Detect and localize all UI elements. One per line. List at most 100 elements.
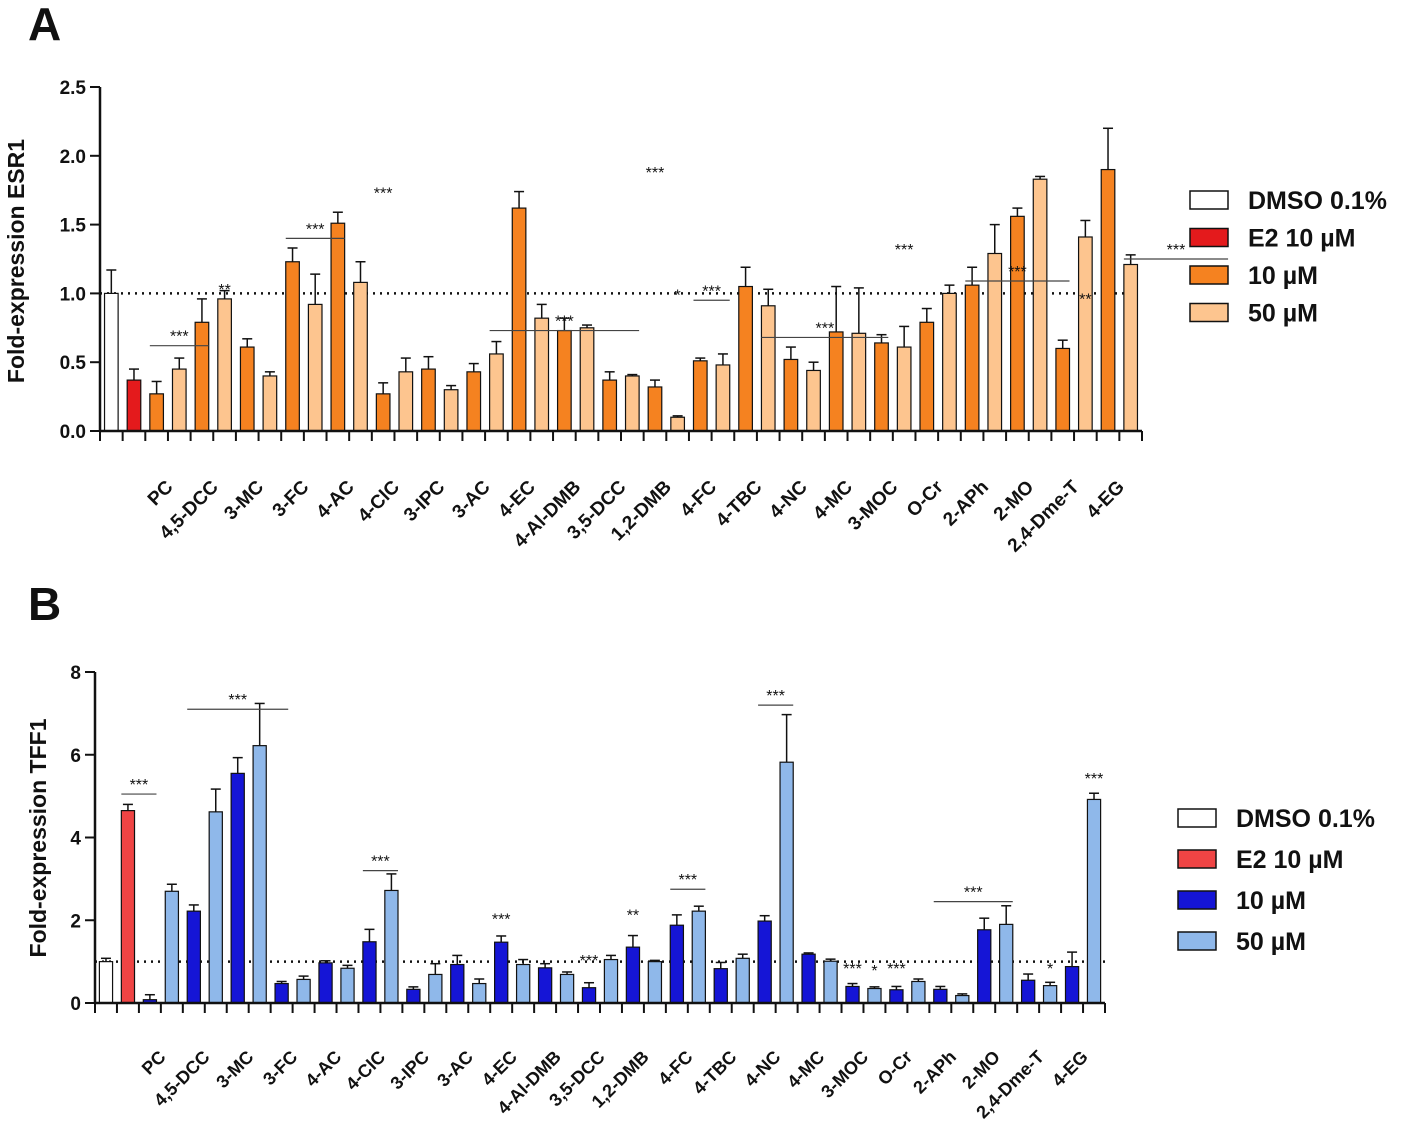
significance-marker: ***: [766, 688, 785, 705]
bar: [602, 379, 618, 432]
bar: [670, 416, 686, 432]
legend-swatch: [1177, 890, 1217, 910]
bar: [806, 369, 821, 432]
bar: [987, 252, 1003, 432]
bar: [783, 358, 799, 432]
legend-label: 10 µM: [1248, 262, 1318, 290]
legend-swatch: [1189, 265, 1229, 285]
bar: [760, 305, 776, 432]
panel-b: B Fold-expression TFF1 02468PC4,5-DCC3-M…: [25, 578, 1375, 1122]
significance-marker: ***: [580, 953, 599, 970]
bar: [318, 962, 333, 1004]
bar: [889, 989, 904, 1004]
bar: [375, 393, 391, 432]
panel-label-a: A: [28, 0, 61, 50]
bar: [647, 386, 663, 432]
significance-marker: **: [627, 907, 639, 924]
bar: [624, 375, 640, 432]
y-tick-label: 8: [70, 663, 81, 684]
bar: [896, 346, 912, 432]
bar: [919, 321, 935, 432]
bar: [164, 890, 180, 1004]
bar: [466, 371, 482, 432]
bar: [1064, 965, 1080, 1004]
bar: [1055, 347, 1071, 432]
bar: [330, 222, 346, 432]
bar: [579, 327, 595, 432]
bar: [933, 988, 948, 1004]
bar: [450, 963, 465, 1004]
bar: [942, 292, 957, 432]
bar: [999, 923, 1014, 1004]
significance-marker: ***: [228, 692, 247, 709]
significance-marker: ***: [702, 283, 721, 300]
x-category-label: PC: [144, 476, 178, 510]
significance-marker: ***: [306, 221, 325, 238]
bar: [715, 364, 731, 432]
x-category-label: PC: [138, 1047, 170, 1079]
bar: [428, 973, 443, 1004]
bar: [171, 368, 187, 432]
x-category-label: 3-AC: [433, 1047, 477, 1091]
bar: [208, 811, 223, 1004]
x-category-label: 3-FC: [259, 1047, 301, 1089]
x-category-label: 4-TBC: [689, 1047, 741, 1099]
significance-marker: ***: [374, 186, 393, 203]
bar: [443, 389, 459, 432]
bar: [559, 973, 575, 1004]
bar: [194, 321, 210, 432]
bar: [556, 329, 572, 432]
bar: [239, 346, 255, 432]
significance-marker: ***: [646, 165, 665, 182]
legend-label: DMSO 0.1%: [1248, 187, 1387, 215]
significance-marker: ***: [887, 961, 906, 978]
legend-label: E2 10 µM: [1248, 225, 1356, 253]
bar: [1020, 979, 1036, 1004]
significance-marker: **: [218, 282, 230, 299]
bar: [1042, 985, 1058, 1004]
bar: [801, 953, 816, 1004]
x-category-label: 3-IPC: [400, 476, 449, 525]
bar: [845, 985, 860, 1004]
significance-marker: *: [1047, 961, 1053, 978]
significance-marker: ***: [555, 314, 574, 331]
legend-swatch: [1177, 931, 1217, 951]
y-tick-label: 2.0: [60, 147, 86, 168]
bar: [384, 889, 399, 1004]
x-category-label: 4-ClC: [342, 1047, 389, 1094]
bar: [713, 968, 728, 1004]
significance-marker: ***: [678, 872, 697, 889]
legend-swatch: [1189, 227, 1229, 248]
x-category-label: 4-AC: [313, 476, 359, 522]
significance-marker: ***: [816, 320, 835, 337]
bar: [149, 393, 165, 432]
significance-marker: ***: [170, 329, 189, 346]
significance-marker: *: [675, 287, 681, 304]
legend-b: DMSO 0.1% E2 10 µM 10 µM 50 µM: [1177, 805, 1375, 956]
bar: [757, 920, 772, 1004]
bar: [472, 982, 487, 1004]
bar: [406, 988, 421, 1004]
y-tick-label: 0.0: [60, 422, 86, 443]
x-category-label: 4-EG: [1083, 477, 1129, 523]
bar: [421, 368, 436, 432]
x-category-label: 4-TBC: [712, 476, 767, 531]
x-category-label: 2-APh: [939, 477, 993, 531]
bar: [691, 910, 706, 1004]
bar: [186, 910, 201, 1004]
bar: [851, 332, 867, 432]
significance-marker: ***: [1167, 242, 1186, 259]
y-tick-label: 2.5: [60, 78, 87, 99]
x-category-label: 4-AC: [301, 1047, 345, 1091]
panel-label-b: B: [28, 578, 61, 630]
x-category-label: 3-IPC: [386, 1047, 433, 1094]
y-tick-label: 1.5: [60, 216, 87, 237]
bar: [274, 982, 289, 1004]
legend-swatch: [1177, 808, 1217, 828]
bar: [296, 978, 311, 1004]
significance-marker: ***: [895, 242, 914, 259]
bar: [362, 941, 377, 1004]
bar: [823, 960, 838, 1004]
bar: [398, 371, 414, 432]
